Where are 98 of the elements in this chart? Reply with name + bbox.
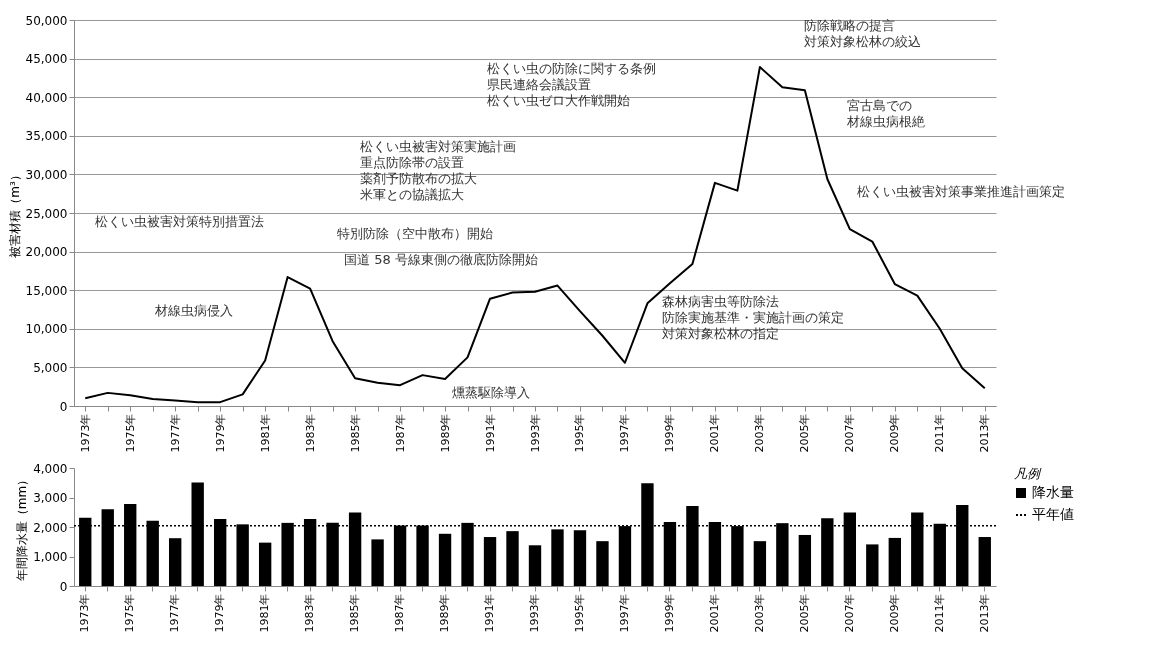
x-tick-label: 1987年	[393, 593, 407, 633]
annotation: 宮古島での	[847, 98, 912, 113]
x-tick-label: 1995年	[573, 413, 587, 453]
annotation: 材線虫病侵入	[154, 303, 233, 318]
x-tick-label: 1977年	[168, 413, 182, 453]
bar	[528, 545, 542, 586]
x-tick-label: 1973年	[78, 413, 92, 453]
y-axis-title: 年間降水量（mm）	[15, 473, 30, 582]
x-tick-label: 1991年	[483, 593, 497, 633]
y-tick-label: 5,000	[33, 360, 68, 375]
bar	[258, 542, 272, 586]
x-tick-label: 1995年	[572, 593, 586, 633]
x-tick-label: 2003年	[752, 593, 766, 633]
bar	[169, 538, 182, 586]
y-tick-label: 45,000	[25, 52, 68, 67]
x-tick-label: 1975年	[123, 413, 137, 453]
x-tick-label: 2011年	[932, 593, 946, 633]
annotation: 森林病害虫等防除法	[662, 294, 779, 309]
annotation: 県民連絡会議設置	[487, 77, 591, 92]
x-tick-label: 1993年	[528, 593, 541, 633]
bar	[506, 531, 519, 586]
x-tick-label: 2001年	[708, 413, 722, 453]
bar	[798, 534, 812, 586]
annotation: 松くい虫ゼロ大作戦開始	[487, 93, 630, 108]
bar	[753, 541, 767, 586]
bar	[551, 529, 564, 586]
x-tick-label: 2009年	[888, 413, 902, 453]
x-tick-label: 1973年	[78, 593, 92, 633]
x-tick-label: 1999年	[663, 413, 677, 453]
bar	[888, 537, 901, 586]
y-axis-title: 被害材積（m³）	[7, 169, 22, 258]
x-tick-label: 2007年	[842, 593, 856, 633]
x-tick-label: 2013年	[978, 413, 992, 453]
x-tick-label: 1991年	[483, 413, 497, 453]
legend-title: 凡例	[1014, 466, 1042, 481]
y-tick-label: 2,000	[33, 520, 68, 535]
x-tick-label: 1979年	[213, 593, 227, 633]
x-tick-label: 2001年	[707, 593, 721, 633]
x-tick-label: 1987年	[393, 413, 407, 453]
x-tick-label: 1989年	[438, 413, 452, 453]
x-tick-label: 2011年	[933, 413, 947, 453]
annotation: 防除実施基準・実施計画の策定	[662, 310, 844, 325]
x-tick-label: 1975年	[123, 593, 137, 633]
x-tick-label: 1983年	[303, 593, 317, 633]
x-tick-label: 1981年	[258, 593, 272, 633]
annotation: 防除戦略の提言	[804, 18, 895, 33]
x-tick-label: 2005年	[798, 413, 812, 453]
bar	[573, 530, 587, 586]
y-tick-label: 35,000	[25, 129, 68, 144]
x-tick-label: 1997年	[617, 593, 631, 633]
x-tick-label: 1979年	[213, 413, 227, 453]
x-tick-label: 2003年	[753, 413, 767, 453]
x-tick-label: 2009年	[887, 593, 901, 633]
y-tick-label: 0	[59, 579, 68, 594]
annotation: 松くい虫被害対策事業推進計画策定	[857, 184, 1065, 199]
bar	[483, 537, 497, 586]
annotation: 松くい虫被害対策特別措置法	[95, 214, 264, 229]
x-tick-label: 2005年	[797, 593, 811, 633]
y-tick-label: 15,000	[25, 283, 68, 298]
bar	[438, 533, 452, 586]
x-tick-label: 1983年	[303, 413, 317, 453]
y-tick-label: 0	[59, 399, 68, 414]
annotation: 米軍との協議拡大	[360, 187, 464, 202]
annotation: 対策対象松林の絞込	[804, 34, 921, 49]
x-tick-label: 1989年	[438, 593, 452, 633]
y-tick-label: 50,000	[25, 13, 68, 28]
x-tick-label: 1985年	[348, 413, 362, 453]
y-tick-label: 40,000	[25, 90, 68, 105]
annotation: 薬剤予防散布の拡大	[360, 171, 477, 186]
x-tick-label: 1977年	[168, 593, 182, 633]
x-tick-label: 1981年	[258, 413, 272, 453]
y-tick-label: 1,000	[33, 550, 68, 564]
annotation: 松くい虫の防除に関する条例	[487, 61, 656, 76]
bar	[596, 541, 609, 586]
y-tick-label: 4,000	[33, 461, 68, 476]
x-tick-label: 2007年	[843, 413, 857, 453]
y-tick-label: 30,000	[25, 167, 68, 182]
annotation: 重点防除帯の設置	[360, 155, 464, 170]
y-tick-label: 10,000	[25, 322, 68, 337]
x-tick-label: 2013年	[977, 593, 991, 633]
y-tick-label: 3,000	[33, 491, 68, 505]
x-tick-label: 1985年	[348, 593, 362, 633]
bar	[371, 539, 384, 586]
annotation: 材線虫病根絶	[846, 114, 925, 129]
x-tick-label: 1999年	[662, 593, 676, 633]
x-tick-label: 1993年	[528, 413, 542, 453]
annotation: 松くい虫被害対策実施計画	[360, 139, 516, 154]
annotation: 燻蒸駆除導入	[452, 385, 530, 400]
annotation: 国道 58 号線東側の徹底防除開始	[344, 252, 538, 267]
bar	[978, 537, 991, 586]
y-tick-label: 25,000	[25, 206, 68, 221]
annotation: 特別防除（空中散布）開始	[337, 226, 493, 241]
ref-line-label: 平年値	[1032, 506, 1074, 522]
bar	[866, 544, 879, 586]
y-tick-label: 20,000	[25, 245, 68, 260]
x-tick-label: 1997年	[618, 413, 632, 453]
annotation: 対策対象松林の指定	[662, 326, 779, 341]
legend-label: 降水量	[1032, 484, 1074, 500]
